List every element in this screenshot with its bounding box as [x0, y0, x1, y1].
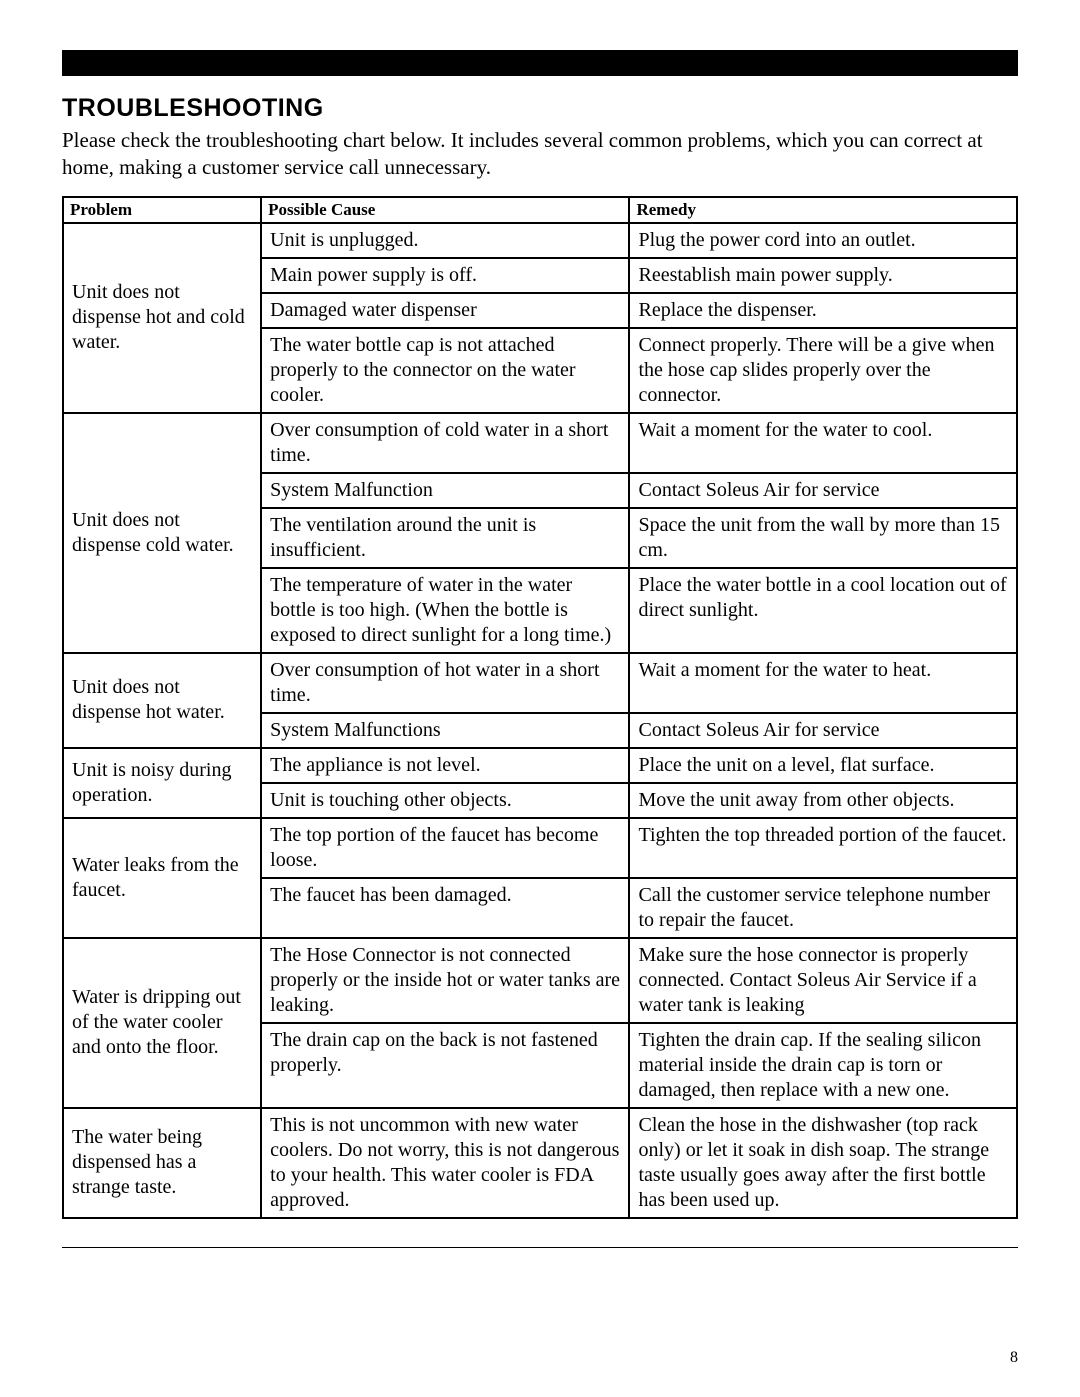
- problem-cell: Water leaks from the faucet.: [63, 818, 261, 938]
- remedy-cell: Wait a moment for the water to cool.: [629, 413, 1017, 473]
- footer-rule: [62, 1247, 1018, 1248]
- cause-cell: This is not uncommon with new water cool…: [261, 1108, 629, 1218]
- cause-cell: The temperature of water in the water bo…: [261, 568, 629, 653]
- page-number: 8: [1010, 1349, 1018, 1367]
- cause-cell: The ventilation around the unit is insuf…: [261, 508, 629, 568]
- remedy-cell: Make sure the hose connector is properly…: [629, 938, 1017, 1023]
- remedy-cell: Contact Soleus Air for service: [629, 713, 1017, 748]
- remedy-cell: Replace the dispenser.: [629, 293, 1017, 328]
- table-row: Water is dripping out of the water coole…: [63, 938, 1017, 1023]
- remedy-cell: Plug the power cord into an outlet.: [629, 223, 1017, 258]
- remedy-cell: Wait a moment for the water to heat.: [629, 653, 1017, 713]
- table-row: Unit does not dispense hot and cold wate…: [63, 223, 1017, 258]
- cause-cell: System Malfunction: [261, 473, 629, 508]
- table-row: The water being dispensed has a strange …: [63, 1108, 1017, 1218]
- intro-text: Please check the troubleshooting chart b…: [62, 127, 1018, 182]
- cause-cell: The Hose Connector is not connected prop…: [261, 938, 629, 1023]
- remedy-cell: Reestablish main power supply.: [629, 258, 1017, 293]
- remedy-cell: Contact Soleus Air for service: [629, 473, 1017, 508]
- troubleshooting-table: Problem Possible Cause Remedy Unit does …: [62, 196, 1018, 1219]
- cause-cell: Damaged water dispenser: [261, 293, 629, 328]
- cause-cell: The water bottle cap is not attached pro…: [261, 328, 629, 413]
- problem-cell: Unit does not dispense hot and cold wate…: [63, 223, 261, 413]
- section-title: TROUBLESHOOTING: [62, 94, 1018, 123]
- table-header-row: Problem Possible Cause Remedy: [63, 197, 1017, 223]
- problem-cell: Unit is noisy during operation.: [63, 748, 261, 818]
- remedy-cell: Place the unit on a level, flat surface.: [629, 748, 1017, 783]
- table-row: Unit is noisy during operation. The appl…: [63, 748, 1017, 783]
- remedy-cell: Tighten the top threaded portion of the …: [629, 818, 1017, 878]
- cause-cell: Over consumption of cold water in a shor…: [261, 413, 629, 473]
- header-cause: Possible Cause: [261, 197, 629, 223]
- remedy-cell: Move the unit away from other objects.: [629, 783, 1017, 818]
- problem-cell: The water being dispensed has a strange …: [63, 1108, 261, 1218]
- remedy-cell: Connect properly. There will be a give w…: [629, 328, 1017, 413]
- cause-cell: The drain cap on the back is not fastene…: [261, 1023, 629, 1108]
- problem-cell: Unit does not dispense cold water.: [63, 413, 261, 653]
- table-row: Unit does not dispense cold water. Over …: [63, 413, 1017, 473]
- remedy-cell: Clean the hose in the dishwasher (top ra…: [629, 1108, 1017, 1218]
- problem-cell: Unit does not dispense hot water.: [63, 653, 261, 748]
- remedy-cell: Call the customer service telephone numb…: [629, 878, 1017, 938]
- remedy-cell: Space the unit from the wall by more tha…: [629, 508, 1017, 568]
- top-black-bar: [62, 50, 1018, 76]
- cause-cell: Unit is unplugged.: [261, 223, 629, 258]
- cause-cell: System Malfunctions: [261, 713, 629, 748]
- remedy-cell: Place the water bottle in a cool locatio…: [629, 568, 1017, 653]
- table-row: Water leaks from the faucet. The top por…: [63, 818, 1017, 878]
- cause-cell: Main power supply is off.: [261, 258, 629, 293]
- header-problem: Problem: [63, 197, 261, 223]
- cause-cell: Over consumption of hot water in a short…: [261, 653, 629, 713]
- header-remedy: Remedy: [629, 197, 1017, 223]
- cause-cell: The faucet has been damaged.: [261, 878, 629, 938]
- cause-cell: The top portion of the faucet has become…: [261, 818, 629, 878]
- cause-cell: The appliance is not level.: [261, 748, 629, 783]
- cause-cell: Unit is touching other objects.: [261, 783, 629, 818]
- problem-cell: Water is dripping out of the water coole…: [63, 938, 261, 1108]
- table-row: Unit does not dispense hot water. Over c…: [63, 653, 1017, 713]
- remedy-cell: Tighten the drain cap. If the sealing si…: [629, 1023, 1017, 1108]
